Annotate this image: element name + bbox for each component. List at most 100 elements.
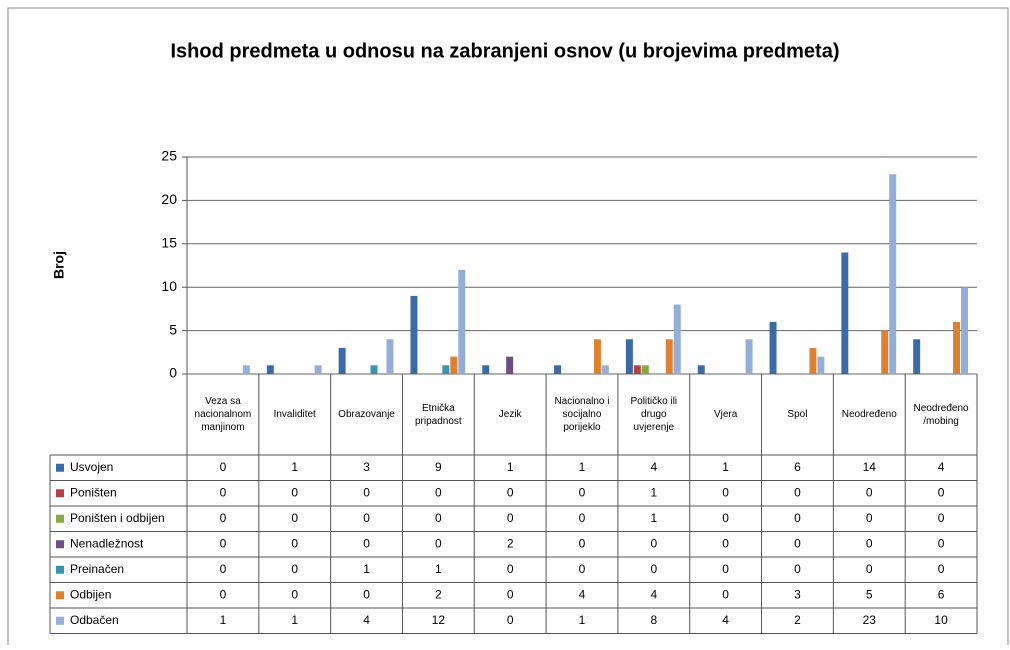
table-value: 0: [507, 562, 514, 576]
legend-swatch: [56, 489, 64, 498]
bar: [314, 365, 322, 374]
table-value: 0: [220, 485, 227, 499]
legend-swatch: [56, 616, 64, 625]
x-tick-label: Spol: [787, 409, 808, 420]
x-tick-label: Veza sa nacionalnom manjinom: [194, 396, 252, 433]
table-value: 1: [650, 485, 657, 499]
table-value: 0: [435, 485, 442, 499]
bar: [745, 339, 753, 374]
bar: [809, 347, 817, 374]
table-value: 0: [794, 562, 801, 576]
table-value: 2: [507, 536, 514, 550]
table-value: 0: [650, 536, 657, 550]
x-tick-label: Obrazovanje: [338, 409, 395, 420]
category-cell: Jezik: [498, 409, 522, 420]
bar: [625, 339, 633, 374]
table-value: 0: [794, 485, 801, 499]
table-value: 8: [650, 613, 657, 627]
table-value: 0: [220, 562, 227, 576]
bar: [633, 365, 641, 374]
table-value: 2: [794, 613, 801, 627]
table-value: 1: [435, 562, 442, 576]
table-value: 0: [938, 562, 945, 576]
x-tick-label: Vjera: [713, 409, 738, 420]
table-value: 0: [794, 536, 801, 550]
y-tick-label: 0: [169, 365, 177, 381]
table-value: 0: [220, 460, 227, 474]
table-value: 0: [579, 562, 586, 576]
table-value: 6: [794, 460, 801, 474]
table-value: 1: [722, 460, 729, 474]
table-value: 14: [863, 460, 877, 474]
table-value: 0: [794, 511, 801, 525]
table-value: 0: [866, 536, 873, 550]
legend-label: Odbijen: [70, 587, 111, 601]
table-value: 0: [291, 587, 298, 601]
table-value: 0: [220, 536, 227, 550]
legend-swatch: [56, 565, 64, 574]
table-value: 0: [291, 485, 298, 499]
table-value: 0: [507, 613, 514, 627]
legend-swatch: [56, 514, 64, 523]
table-value: 0: [291, 511, 298, 525]
table-value: 0: [291, 562, 298, 576]
table-value: 4: [650, 460, 657, 474]
category-cell: Etnička pripadnost: [415, 402, 462, 427]
category-cell: Invaliditet: [273, 409, 316, 420]
table-value: 12: [432, 613, 446, 627]
bar: [953, 321, 961, 374]
table-value: 3: [363, 460, 370, 474]
bar: [410, 295, 418, 374]
table-value: 0: [220, 587, 227, 601]
table-value: 5: [866, 587, 873, 601]
legend-label: Poništen i odbijen: [70, 511, 165, 525]
bar: [889, 174, 897, 374]
legend-label: Poništen: [70, 485, 117, 499]
table-value: 4: [938, 460, 945, 474]
table-value: 9: [435, 460, 442, 474]
bar: [913, 339, 921, 374]
y-tick-label: 20: [161, 191, 177, 207]
bar: [841, 252, 849, 374]
x-tick-label: Neodređeno /mobing: [913, 402, 969, 427]
bar: [769, 321, 777, 374]
x-tick-label: Političko ili drugo uvjerenje: [630, 396, 678, 433]
category-cell: Vjera: [713, 409, 738, 420]
bar: [641, 365, 649, 374]
bar: [554, 365, 562, 374]
table-value: 4: [579, 587, 586, 601]
table-value: 6: [938, 587, 945, 601]
table-value: 0: [938, 536, 945, 550]
x-tick-label: Invaliditet: [273, 409, 316, 420]
table-value: 1: [291, 613, 298, 627]
bar: [450, 356, 458, 374]
category-cell: Neodređeno /mobing: [913, 402, 969, 427]
category-cell: Političko ili drugo uvjerenje: [630, 396, 678, 433]
table-value: 2: [435, 587, 442, 601]
table-value: 0: [220, 511, 227, 525]
table-value: 0: [938, 485, 945, 499]
table-value: 0: [866, 485, 873, 499]
legend-label: Nenadležnost: [70, 536, 144, 550]
table-value: 1: [579, 613, 586, 627]
table-value: 1: [220, 613, 227, 627]
table-value: 10: [934, 613, 948, 627]
y-tick-label: 10: [161, 278, 177, 294]
category-cell: Nacionalno i socijalno porijeklo: [554, 396, 609, 433]
bar: [242, 365, 250, 374]
bar: [665, 339, 673, 374]
table-value: 0: [722, 587, 729, 601]
table-value: 0: [291, 536, 298, 550]
category-cell: Spol: [787, 409, 808, 420]
x-tick-label: Jezik: [498, 409, 522, 420]
bar: [601, 365, 609, 374]
table-value: 0: [363, 511, 370, 525]
bar: [442, 365, 450, 374]
table-value: 0: [579, 536, 586, 550]
bar: [458, 269, 466, 374]
x-tick-label: Neodređeno: [841, 409, 897, 420]
table-value: 0: [363, 536, 370, 550]
x-tick-label: Etnička pripadnost: [415, 402, 462, 427]
bar: [482, 365, 490, 374]
table-value: 0: [722, 511, 729, 525]
